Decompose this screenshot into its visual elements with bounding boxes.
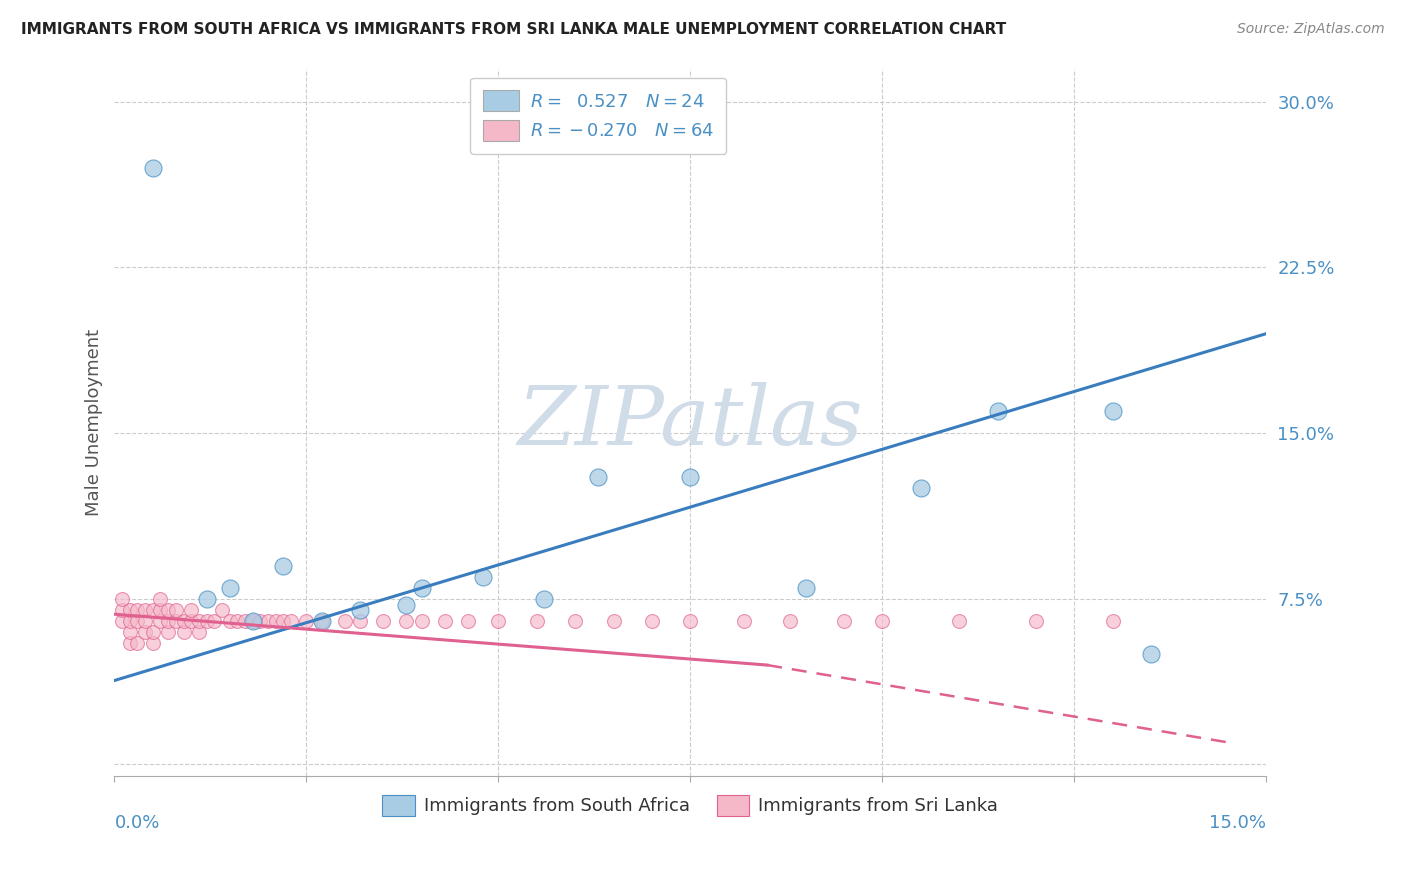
Point bbox=[157, 614, 180, 628]
Text: IMMIGRANTS FROM SOUTH AFRICA VS IMMIGRANTS FROM SRI LANKA MALE UNEMPLOYMENT CORR: IMMIGRANTS FROM SOUTH AFRICA VS IMMIGRAN… bbox=[21, 22, 1007, 37]
Point bbox=[280, 614, 302, 628]
Point bbox=[242, 614, 264, 628]
Point bbox=[134, 624, 156, 639]
Point bbox=[127, 603, 149, 617]
Point bbox=[295, 614, 318, 628]
Point bbox=[395, 599, 418, 613]
Point bbox=[986, 404, 1008, 418]
Point bbox=[641, 614, 664, 628]
Point bbox=[111, 603, 134, 617]
Point bbox=[118, 624, 141, 639]
Point bbox=[233, 614, 256, 628]
Point bbox=[218, 614, 240, 628]
Point bbox=[211, 603, 233, 617]
Point bbox=[134, 614, 156, 628]
Point bbox=[264, 614, 287, 628]
Point bbox=[118, 603, 141, 617]
Point bbox=[349, 603, 371, 617]
Point bbox=[111, 614, 134, 628]
Point bbox=[173, 614, 195, 628]
Point bbox=[733, 614, 755, 628]
Point bbox=[1101, 404, 1123, 418]
Point bbox=[411, 581, 433, 595]
Point bbox=[349, 614, 371, 628]
Text: ZIPatlas: ZIPatlas bbox=[517, 382, 863, 462]
Point bbox=[472, 569, 495, 583]
Point bbox=[910, 481, 932, 495]
Point bbox=[257, 614, 280, 628]
Point bbox=[218, 581, 240, 595]
Point bbox=[226, 614, 249, 628]
Text: Source: ZipAtlas.com: Source: ZipAtlas.com bbox=[1237, 22, 1385, 37]
Point bbox=[433, 614, 456, 628]
Point bbox=[679, 614, 702, 628]
Point bbox=[679, 470, 702, 484]
Point bbox=[142, 636, 165, 650]
Point bbox=[149, 603, 172, 617]
Point bbox=[111, 591, 134, 606]
Legend: Immigrants from South Africa, Immigrants from Sri Lanka: Immigrants from South Africa, Immigrants… bbox=[375, 788, 1005, 823]
Point bbox=[127, 614, 149, 628]
Point bbox=[311, 614, 333, 628]
Point bbox=[173, 624, 195, 639]
Point bbox=[1025, 614, 1047, 628]
Point bbox=[411, 614, 433, 628]
Point bbox=[832, 614, 855, 628]
Point bbox=[486, 614, 509, 628]
Point bbox=[373, 614, 395, 628]
Point bbox=[948, 614, 970, 628]
Point bbox=[127, 636, 149, 650]
Point bbox=[249, 614, 271, 628]
Point bbox=[142, 603, 165, 617]
Point bbox=[1140, 647, 1163, 661]
Point bbox=[564, 614, 586, 628]
Point bbox=[195, 614, 218, 628]
Point bbox=[165, 614, 187, 628]
Point bbox=[157, 603, 180, 617]
Point bbox=[242, 614, 264, 628]
Point bbox=[118, 614, 141, 628]
Point bbox=[273, 614, 295, 628]
Point bbox=[311, 614, 333, 628]
Point bbox=[187, 624, 209, 639]
Point bbox=[457, 614, 479, 628]
Point bbox=[165, 603, 187, 617]
Point bbox=[779, 614, 801, 628]
Point bbox=[533, 591, 555, 606]
Point bbox=[526, 614, 548, 628]
Point bbox=[142, 624, 165, 639]
Point bbox=[395, 614, 418, 628]
Point bbox=[134, 603, 156, 617]
Point bbox=[794, 581, 817, 595]
Point bbox=[149, 614, 172, 628]
Point bbox=[157, 624, 180, 639]
Point bbox=[872, 614, 894, 628]
Point bbox=[586, 470, 609, 484]
Point bbox=[149, 591, 172, 606]
Point bbox=[142, 161, 165, 175]
Point bbox=[180, 603, 202, 617]
Point bbox=[273, 558, 295, 573]
Point bbox=[195, 591, 218, 606]
Point bbox=[187, 614, 209, 628]
Point bbox=[333, 614, 356, 628]
Point bbox=[202, 614, 225, 628]
Point bbox=[602, 614, 624, 628]
Point bbox=[1101, 614, 1123, 628]
Text: 0.0%: 0.0% bbox=[114, 814, 160, 832]
Text: 15.0%: 15.0% bbox=[1209, 814, 1267, 832]
Y-axis label: Male Unemployment: Male Unemployment bbox=[86, 328, 103, 516]
Point bbox=[180, 614, 202, 628]
Point bbox=[118, 636, 141, 650]
